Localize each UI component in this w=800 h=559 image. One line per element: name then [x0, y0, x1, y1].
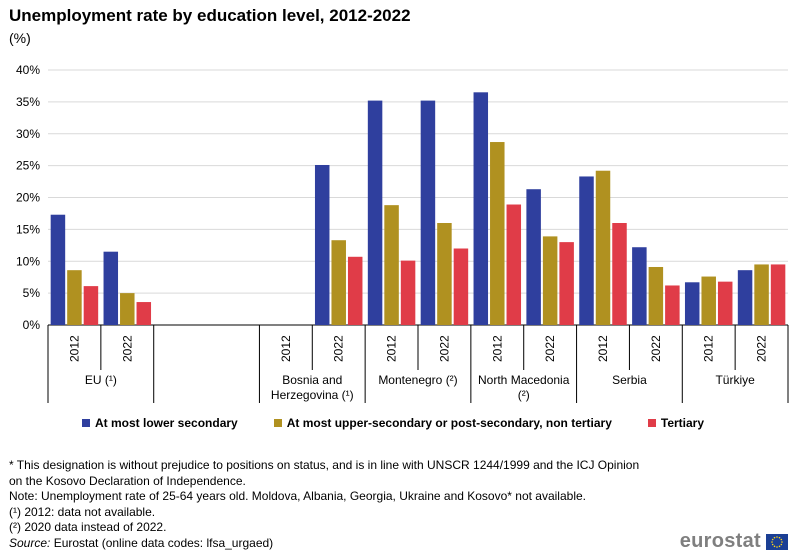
bar: [632, 247, 647, 325]
y-tick-label: 35%: [16, 95, 40, 109]
bar: [331, 240, 346, 325]
bar: [103, 251, 119, 325]
bar: [770, 264, 786, 325]
bar: [665, 285, 680, 325]
flag-star: [771, 538, 774, 540]
flag-star: [778, 545, 781, 547]
logo-text: eurostat: [679, 530, 761, 552]
y-tick-label: 5%: [23, 286, 41, 300]
bar-chart: 0% 5% 10% 15% 20% 25% 30% 35% 40% 2012 2022 2012 202…: [16, 63, 789, 403]
legend-item-lower-secondary: At most lower secondary: [82, 416, 238, 430]
flag-star: [780, 538, 783, 540]
source-text: Eurostat (online data codes: lfsa_urgaed…: [50, 535, 274, 550]
source-label: Source:: [9, 535, 51, 550]
bar: [384, 205, 399, 325]
bar: [136, 302, 152, 325]
chart-title: Unemployment rate by education level, 20…: [9, 6, 411, 25]
flag-star: [781, 540, 783, 543]
legend-swatch-tertiary: [647, 419, 656, 427]
bar: [314, 164, 330, 325]
bar: [595, 170, 611, 325]
bar: [437, 223, 452, 325]
group-label: Montenegro (²): [378, 373, 457, 387]
bar: [347, 256, 363, 325]
bar: [367, 100, 383, 325]
bar: [701, 276, 716, 325]
legend-item-tertiary: Tertiary: [647, 416, 705, 430]
group-label: EU (¹): [85, 373, 117, 387]
bar: [542, 236, 558, 325]
y-tick-label: 25%: [16, 159, 40, 173]
bar: [453, 248, 469, 325]
group-label: Türkiye: [715, 373, 755, 387]
bar: [50, 214, 66, 325]
x-tick-label: 2022: [755, 335, 769, 362]
eurostat-logo: eurostat: [680, 530, 788, 553]
legend: At most lower secondary At most upper-se…: [82, 416, 740, 430]
bar: [420, 100, 436, 325]
bar: [506, 204, 522, 325]
flag-star: [776, 535, 778, 538]
bar: [83, 286, 99, 325]
flag-star: [771, 540, 773, 543]
bar: [737, 270, 753, 325]
bar: [120, 293, 135, 325]
bar: [400, 260, 416, 325]
bar: [612, 223, 627, 325]
group-label: Herzegovina (¹): [271, 388, 354, 402]
bar: [67, 270, 82, 325]
y-tick-label: 40%: [16, 63, 40, 77]
bar: [559, 242, 574, 325]
y-tick-label: 15%: [16, 222, 40, 236]
x-tick-label: 2012: [490, 335, 504, 362]
legend-item-upper-secondary: At most upper-secondary or post-secondar…: [273, 416, 612, 430]
y-tick-label: 0%: [23, 318, 41, 332]
x-tick-label: 2012: [596, 335, 610, 362]
x-tick-label: 2012: [385, 335, 399, 362]
x-tick-label: 2022: [543, 335, 557, 362]
bar: [526, 189, 541, 325]
flag-star: [773, 536, 776, 538]
x-tick-label: 2022: [437, 335, 451, 362]
x-tick-label: 2022: [649, 335, 663, 362]
x-tick-label: 2022: [120, 335, 134, 362]
legend-label-tertiary: Tertiary: [660, 416, 705, 430]
flag-star: [771, 543, 774, 545]
y-tick-label: 10%: [16, 254, 40, 268]
unit-label: (%): [9, 30, 31, 46]
x-tick-label: 2012: [702, 335, 716, 362]
group-label: North Macedonia: [478, 373, 570, 387]
legend-swatch-upper-secondary: [273, 419, 282, 427]
bar: [717, 281, 733, 325]
legend-label-lower-secondary: At most lower secondary: [95, 416, 238, 430]
footnote-kosovo: * This designation is without prejudice …: [9, 458, 640, 488]
y-tick-label: 20%: [16, 191, 40, 205]
source-line: Source: Eurostat (online data codes: lfs…: [9, 536, 649, 552]
eu-flag-icon: [766, 533, 788, 550]
bar: [473, 92, 489, 325]
flag-star: [773, 545, 776, 547]
footnotes: * This designation is without prejudice …: [9, 458, 649, 551]
y-tick-label: 30%: [16, 127, 40, 141]
footnote-note: Note: Unemployment rate of 25-64 years o…: [9, 489, 586, 503]
bar: [648, 266, 664, 325]
footnote-1: (¹) 2012: data not available.: [9, 504, 156, 519]
group-label: (²): [518, 388, 530, 402]
flag-star: [776, 545, 778, 548]
flag-star: [780, 543, 783, 545]
footnote-2: (²) 2020 data instead of 2022.: [9, 520, 167, 534]
group-label: Serbia: [612, 373, 647, 387]
x-tick-label: 2012: [67, 335, 81, 362]
group-label: Bosnia and: [282, 373, 342, 387]
bar: [579, 176, 594, 325]
bar: [754, 264, 769, 325]
flag-star: [778, 536, 781, 538]
legend-label-upper-secondary: At most upper-secondary or post-secondar…: [286, 416, 612, 430]
bar: [684, 282, 700, 325]
bar: [490, 142, 505, 325]
x-tick-label: 2012: [279, 335, 293, 362]
legend-swatch-lower-secondary: [82, 419, 90, 427]
x-tick-label: 2022: [332, 335, 346, 362]
